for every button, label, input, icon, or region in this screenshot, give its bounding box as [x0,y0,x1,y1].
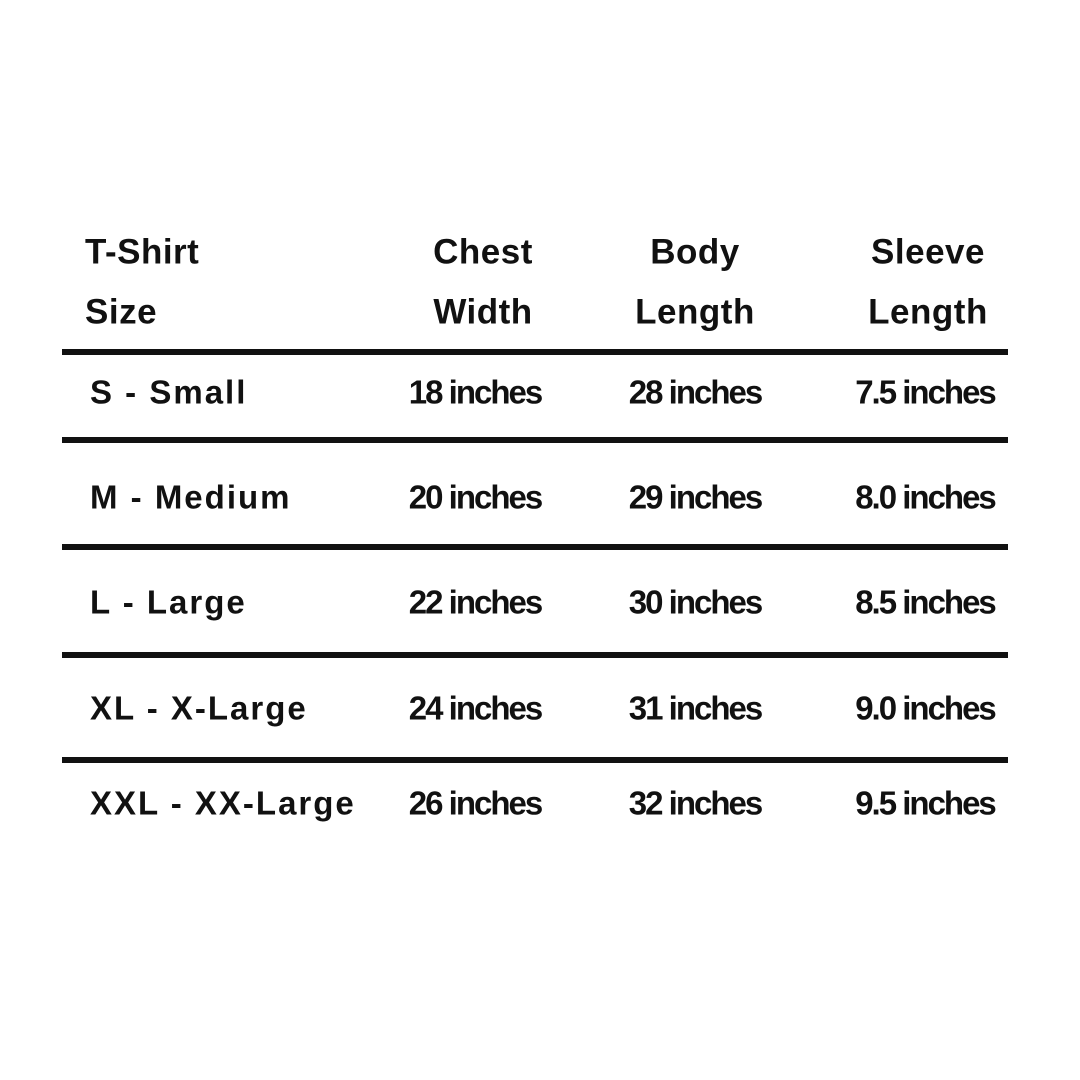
measurement: 29 inches [628,478,763,516]
measurement: 24 inches [408,689,543,727]
divider [62,652,1008,658]
size-label: XXL - XX-Large [90,784,356,822]
divider [62,349,1008,355]
measurement: 7.5 inches [855,373,997,411]
measurement: 30 inches [628,583,763,621]
measurement: 9.5 inches [855,784,997,822]
column-header: T-Shirt [85,232,200,272]
measurement: 8.5 inches [855,583,997,621]
measurement: 28 inches [628,373,763,411]
measurement: 22 inches [408,583,543,621]
measurement: 20 inches [408,478,543,516]
divider [62,437,1008,443]
size-label: S - Small [90,373,248,411]
measurement: 26 inches [408,784,543,822]
size-label: XL - X-Large [90,689,308,727]
column-header: Length [635,292,755,332]
divider [62,544,1008,550]
divider [62,757,1008,763]
column-header: Width [433,292,533,332]
column-header: Size [85,292,158,332]
measurement: 9.0 inches [855,689,997,727]
column-header: Body [650,232,740,272]
measurement: 32 inches [628,784,763,822]
size-label: L - Large [90,583,247,621]
size-label: M - Medium [90,478,292,516]
column-header: Chest [433,232,533,272]
column-header: Sleeve [871,232,985,272]
measurement: 31 inches [628,689,763,727]
measurement: 18 inches [408,373,543,411]
column-header: Length [868,292,988,332]
measurement: 8.0 inches [855,478,997,516]
